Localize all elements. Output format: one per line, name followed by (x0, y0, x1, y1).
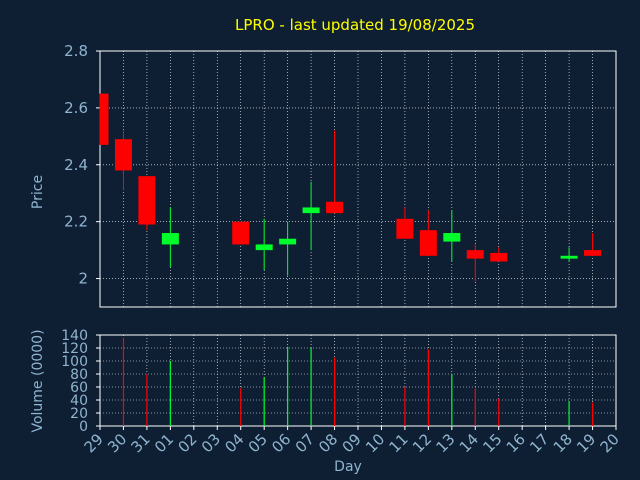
price-panel: 2 2.2 2.4 2.6 2.8 (64, 42, 617, 308)
candle-body (302, 207, 320, 214)
price-tick-label: 2 (78, 270, 88, 288)
x-axis-label: Day (334, 459, 362, 475)
candle-body (419, 230, 437, 256)
volume-tick-label: 20 (70, 406, 88, 422)
volume-tick-label: 80 (70, 367, 88, 383)
candle-body (584, 250, 602, 256)
candle-body (232, 221, 250, 245)
chart-title: LPRO - last updated 19/08/2025 (235, 16, 475, 34)
volume-tick-label: 120 (61, 341, 88, 357)
price-tick-label: 2.4 (64, 156, 88, 174)
candle-body (490, 252, 508, 262)
candle-body (560, 255, 578, 259)
volume-tick-label: 60 (70, 380, 88, 396)
price-axis-label: Price (30, 175, 46, 209)
candle-body (100, 93, 109, 145)
candle-body (466, 250, 484, 259)
price-tick-label: 2.6 (64, 99, 88, 117)
volume-tick-label: 0 (79, 419, 88, 435)
candle-body (255, 244, 273, 251)
price-tick-label: 2.8 (64, 42, 88, 60)
volume-tick-label: 40 (70, 393, 88, 409)
volume-tick-label: 100 (61, 354, 88, 370)
candle-body (443, 233, 461, 242)
candle-body (279, 238, 297, 245)
candle-body (326, 201, 344, 214)
candle-body (138, 176, 156, 225)
volume-axis-label: Volume (0000) (30, 329, 46, 432)
price-tick-label: 2.2 (64, 213, 88, 231)
volume-tick-label: 140 (61, 328, 88, 344)
candle-body (161, 233, 179, 245)
candle-body (114, 139, 132, 171)
candle-body (396, 218, 414, 239)
